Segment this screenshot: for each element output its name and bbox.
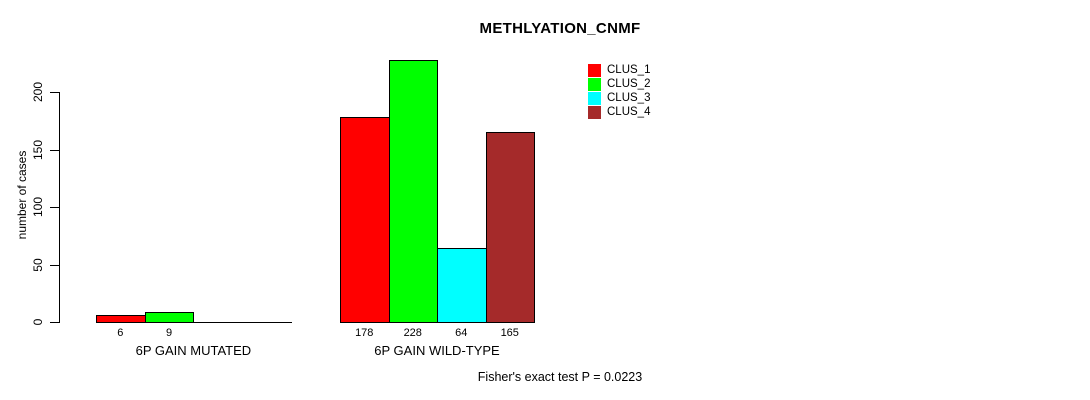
legend-swatch-clus-1: [588, 64, 601, 77]
legend-label: CLUS_4: [607, 106, 651, 118]
bar-value-label: 6: [117, 327, 124, 339]
legend-swatch-clus-3: [588, 92, 601, 105]
legend-label: CLUS_3: [607, 92, 651, 104]
y-axis-tick: [50, 207, 59, 208]
bar-clus-1-6p-gain-mutated: [96, 315, 146, 323]
legend-swatch-clus-2: [588, 78, 601, 91]
legend-item-clus-3: CLUS_3: [588, 92, 650, 105]
bar-clus-2-6p-gain-wild-type: [388, 59, 438, 323]
legend-item-clus-1: CLUS_1: [588, 64, 650, 77]
y-axis-tick-label: 100: [31, 196, 45, 218]
y-axis-line: [59, 92, 60, 323]
x-category-label: 6P GAIN MUTATED: [135, 343, 252, 358]
fisher-test-annotation: Fisher's exact test P = 0.0223: [477, 370, 643, 384]
bar-clus-3-6p-gain-wild-type: [437, 248, 487, 323]
legend-item-clus-4: CLUS_4: [588, 106, 650, 119]
bar-value-label: 228: [403, 327, 422, 339]
bar-value-label: 9: [165, 327, 173, 339]
legend-item-clus-2: CLUS_2: [588, 78, 650, 91]
bar-value-label: 64: [455, 327, 468, 339]
y-axis-tick-label: 0: [31, 318, 45, 326]
bar-clus-1-6p-gain-wild-type: [340, 117, 390, 323]
y-axis-tick: [50, 149, 59, 151]
y-axis-tick-label: 200: [31, 81, 45, 103]
bar-value-label: 178: [355, 327, 374, 339]
bar-clus-2-6p-gain-mutated: [144, 311, 195, 323]
legend-label: CLUS_1: [607, 64, 651, 76]
y-axis-tick: [50, 264, 59, 266]
legend: CLUS_1 CLUS_2 CLUS_3 CLUS_4: [588, 64, 650, 120]
chart-title: METHLYATION_CNMF: [479, 20, 641, 37]
y-axis-tick: [50, 92, 59, 93]
bar-value-label: 165: [500, 327, 519, 339]
y-axis-tick-label: 50: [31, 257, 45, 272]
bar-clus-4-6p-gain-wild-type: [485, 132, 535, 323]
x-category-label: 6P GAIN WILD-TYPE: [374, 343, 500, 358]
y-axis-tick: [50, 322, 59, 323]
y-axis-tick-label: 150: [31, 139, 45, 160]
legend-label: CLUS_2: [607, 78, 651, 90]
legend-swatch-clus-4: [588, 106, 601, 119]
